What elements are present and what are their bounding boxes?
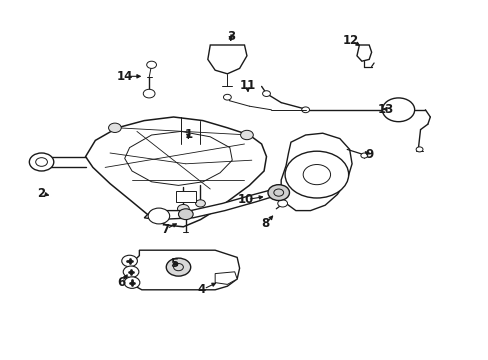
Circle shape <box>108 123 121 132</box>
Circle shape <box>301 107 309 113</box>
Circle shape <box>277 200 287 207</box>
Text: 2: 2 <box>38 187 45 200</box>
Polygon shape <box>215 272 237 284</box>
Circle shape <box>415 147 422 152</box>
Polygon shape <box>176 191 195 202</box>
Circle shape <box>148 208 169 224</box>
Text: 1: 1 <box>184 128 192 141</box>
Text: 9: 9 <box>365 148 372 161</box>
Circle shape <box>382 98 414 122</box>
Polygon shape <box>356 45 371 61</box>
Circle shape <box>195 200 205 207</box>
Circle shape <box>177 204 189 213</box>
Circle shape <box>124 277 140 288</box>
Polygon shape <box>85 117 266 227</box>
Circle shape <box>178 209 193 220</box>
Circle shape <box>360 153 367 158</box>
Text: 3: 3 <box>226 30 234 42</box>
Text: 10: 10 <box>237 193 253 206</box>
Circle shape <box>123 266 139 278</box>
Circle shape <box>143 89 155 98</box>
Text: 12: 12 <box>342 34 359 47</box>
Text: 13: 13 <box>377 103 394 116</box>
Polygon shape <box>129 250 239 290</box>
Circle shape <box>285 151 348 198</box>
Text: 4: 4 <box>198 283 205 296</box>
Polygon shape <box>144 187 285 220</box>
Circle shape <box>146 61 156 68</box>
Polygon shape <box>207 45 246 74</box>
Text: 14: 14 <box>116 70 133 83</box>
Text: 8: 8 <box>261 217 269 230</box>
Circle shape <box>262 91 270 96</box>
Text: 11: 11 <box>239 79 255 92</box>
Circle shape <box>29 153 54 171</box>
Circle shape <box>122 255 137 267</box>
Circle shape <box>166 258 190 276</box>
Text: 6: 6 <box>117 276 125 289</box>
Circle shape <box>240 130 253 140</box>
Text: 5: 5 <box>170 257 178 270</box>
Text: 7: 7 <box>161 223 169 236</box>
Circle shape <box>223 94 231 100</box>
Circle shape <box>267 185 289 201</box>
Polygon shape <box>281 133 351 211</box>
